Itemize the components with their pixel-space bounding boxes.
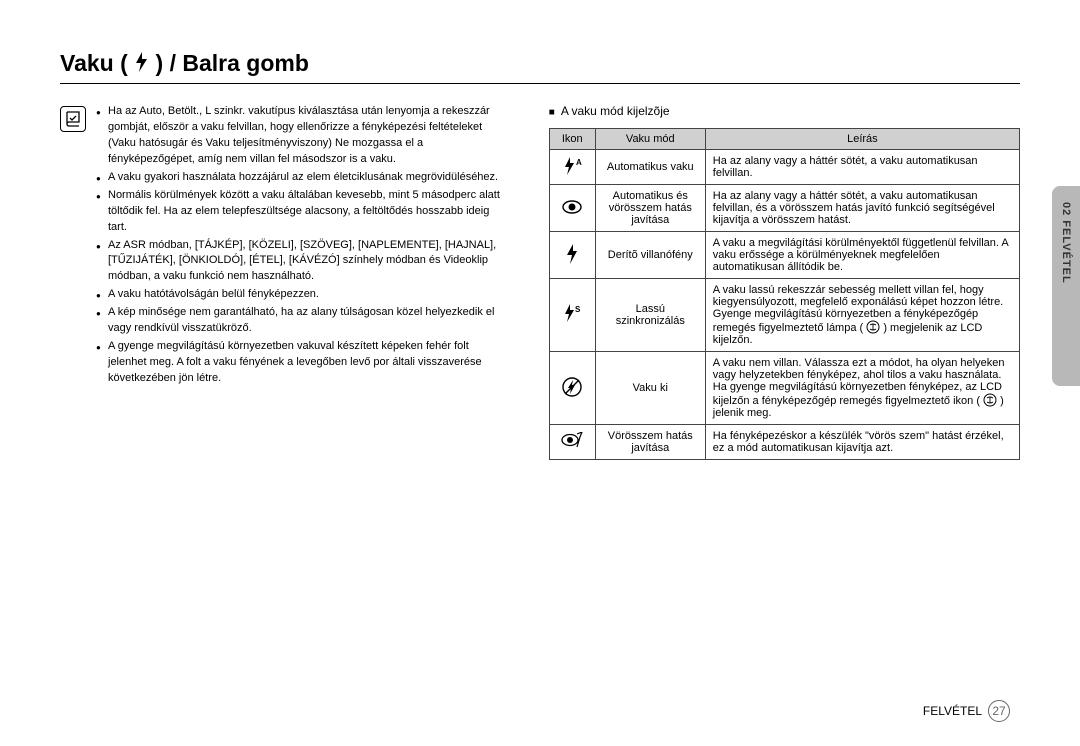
flash-slow-icon: S <box>549 279 595 352</box>
desc-cell: Ha az alany vagy a háttér sötét, a vaku … <box>705 185 1019 232</box>
title-suffix: ) / Balra gomb <box>156 50 309 76</box>
th-desc: Leírás <box>705 129 1019 150</box>
desc-cell: A vaku nem villan. Válassza ezt a módot,… <box>705 352 1019 425</box>
mode-cell: Automatikus vaku <box>595 150 705 185</box>
desc-cell: Ha az alany vagy a háttér sötét, a vaku … <box>705 150 1019 185</box>
table-title: A vaku mód kijelzõje <box>549 104 1020 118</box>
note-item: Normális körülmények között a vaku által… <box>96 188 509 236</box>
note-item: A vaku gyakori használata hozzájárul az … <box>96 170 509 186</box>
note-icon <box>60 106 86 132</box>
redeye-fix-icon <box>549 425 595 460</box>
page-footer: FELVÉTEL 27 <box>923 700 1010 722</box>
note-item: A vaku hatótávolságán belül fényképezzen… <box>96 287 509 303</box>
note-item: A kép minősége nem garantálható, ha az a… <box>96 305 509 337</box>
mode-cell: Lassú szinkronizálás <box>595 279 705 352</box>
flash-mode-table: Ikon Vaku mód Leírás A Automatikus vaku … <box>549 128 1020 460</box>
note-block: Ha az Auto, Betölt., L szinkr. vakutípus… <box>60 104 509 389</box>
mode-cell: Derítõ villanófény <box>595 232 705 279</box>
eye-icon <box>549 185 595 232</box>
flash-icon <box>134 51 149 79</box>
note-list: Ha az Auto, Betölt., L szinkr. vakutípus… <box>96 104 509 389</box>
footer-label: FELVÉTEL <box>923 704 982 718</box>
table-row: Automatikus és vörösszem hatás javítása … <box>549 185 1019 232</box>
right-column: A vaku mód kijelzõje Ikon Vaku mód Leírá… <box>549 104 1020 460</box>
left-column: Ha az Auto, Betölt., L szinkr. vakutípus… <box>60 104 509 460</box>
columns: Ha az Auto, Betölt., L szinkr. vakutípus… <box>60 104 1020 460</box>
note-item: Ha az Auto, Betölt., L szinkr. vakutípus… <box>96 104 509 168</box>
table-row: S Lassú szinkronizálás A vaku lassú reke… <box>549 279 1019 352</box>
table-row: Vörösszem hatás javítása Ha fényképezésk… <box>549 425 1019 460</box>
title-row: Vaku ( ) / Balra gomb <box>60 50 1020 84</box>
page-number: 27 <box>988 700 1010 722</box>
side-tab: 02 FELVÉTEL <box>1052 186 1080 386</box>
th-icon: Ikon <box>549 129 595 150</box>
side-tab-label: 02 FELVÉTEL <box>1060 202 1072 284</box>
flash-off-icon <box>549 352 595 425</box>
note-item: A gyenge megvilágítású környezetben vaku… <box>96 339 509 387</box>
page-root: Vaku ( ) / Balra gomb Ha az Auto, Betölt… <box>0 0 1080 746</box>
flash-auto-icon: A <box>549 150 595 185</box>
note-item: Az ASR módban, [TÁJKÉP], [KÖZELI], [SZÖV… <box>96 238 509 286</box>
table-row: A Automatikus vaku Ha az alany vagy a há… <box>549 150 1019 185</box>
table-row: Derítõ villanófény A vaku a megvilágítás… <box>549 232 1019 279</box>
desc-cell: Ha fényképezéskor a készülék "vörös szem… <box>705 425 1019 460</box>
title-prefix: Vaku ( <box>60 50 128 76</box>
mode-cell: Automatikus és vörösszem hatás javítása <box>595 185 705 232</box>
shake-icon <box>866 320 880 334</box>
svg-text:A: A <box>576 158 582 167</box>
mode-cell: Vaku ki <box>595 352 705 425</box>
flash-fill-icon <box>549 232 595 279</box>
mode-cell: Vörösszem hatás javítása <box>595 425 705 460</box>
desc-cell: A vaku lassú rekeszzár sebesség mellett … <box>705 279 1019 352</box>
th-mode: Vaku mód <box>595 129 705 150</box>
desc-cell: A vaku a megvilágítási körülményektől fü… <box>705 232 1019 279</box>
svg-text:S: S <box>575 305 581 314</box>
page-title: Vaku ( ) / Balra gomb <box>60 50 309 76</box>
shake-icon <box>983 393 997 407</box>
table-row: Vaku ki A vaku nem villan. Válassza ezt … <box>549 352 1019 425</box>
